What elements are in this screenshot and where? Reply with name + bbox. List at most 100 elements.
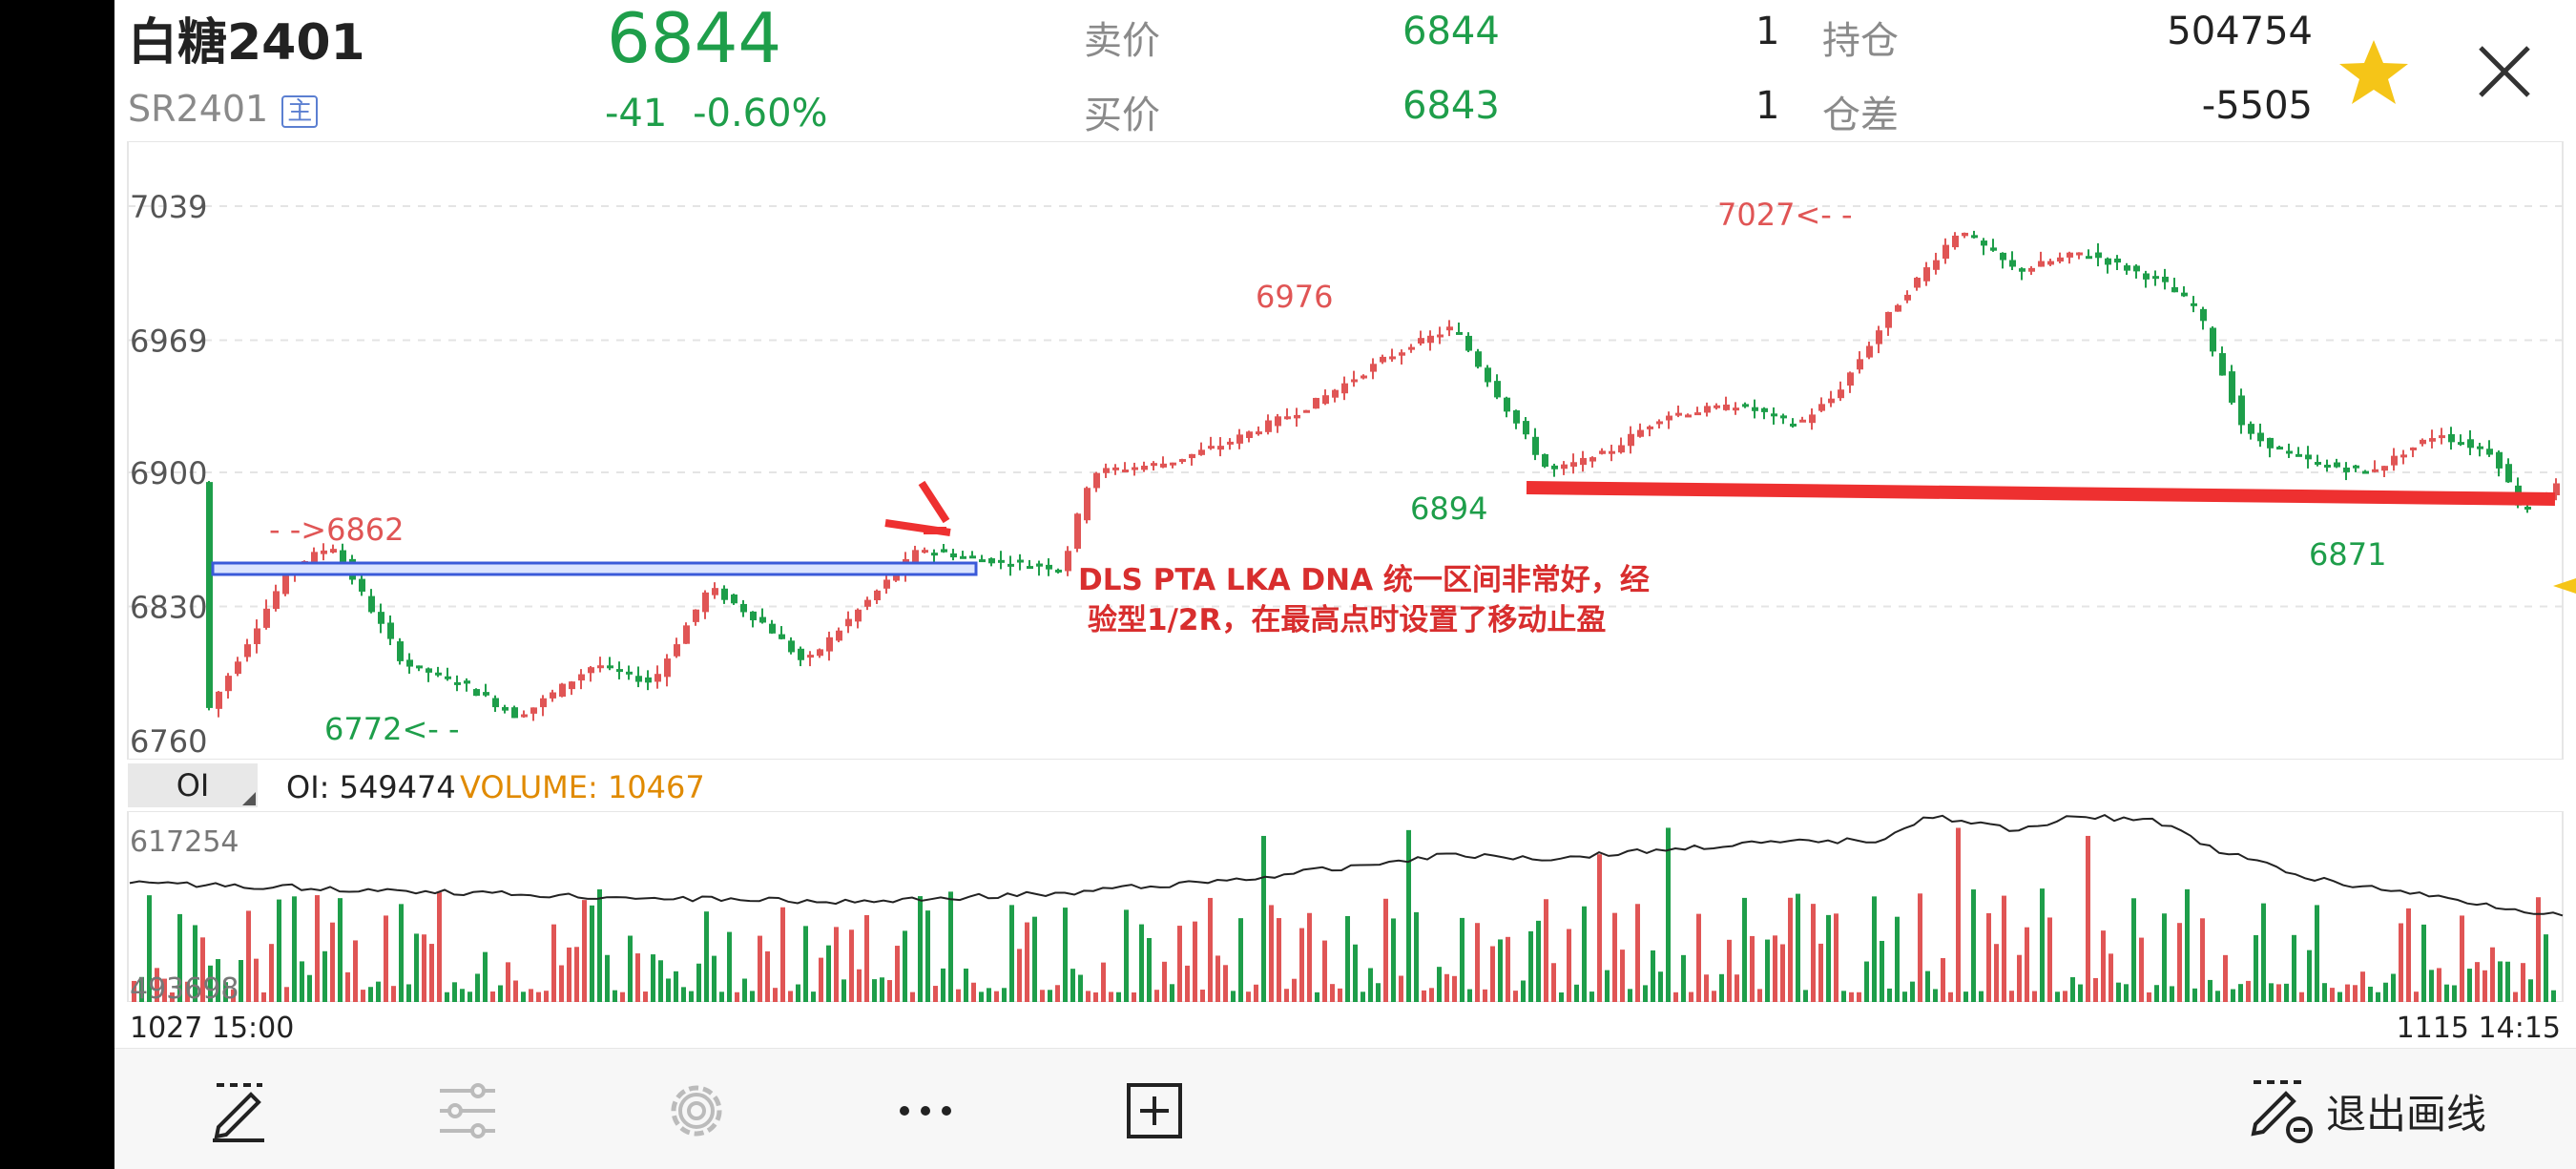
volume-bar [1376,983,1381,1002]
volume-bar [2467,969,2472,1002]
volume-bar [964,968,968,1002]
indicator-selector[interactable]: OI [128,763,258,807]
candle-body [1046,564,1052,570]
candle-body [1189,453,1195,459]
volume-bar [2147,992,2151,1002]
volume-bar [307,974,312,1002]
volume-bar [1994,944,1999,1002]
volume-bar [750,991,755,1002]
candle-body [368,595,375,613]
last-price: 6844 [607,0,782,78]
close-icon[interactable] [2471,38,2538,105]
candle-body [473,689,480,697]
volume-bar [1780,944,1785,1002]
candle-body [1217,446,1224,450]
candle-body [1666,415,1672,421]
volume-bar [1422,990,1426,1002]
volume-bar [490,992,495,1002]
candle-body [1580,457,1587,466]
candle-body [235,661,241,675]
volume-bar [681,987,686,1002]
price-chart[interactable]: 7039 6969 6900 6830 6760 6772<- - - ->6862 6… [114,141,2576,760]
volume-bar [1170,984,1174,1002]
volume-bar [2078,984,2083,1002]
volume-bar [1773,935,1777,1002]
candle-body [2267,437,2274,449]
volume-bar [1528,930,1533,1002]
volume-bar [1551,963,1556,1002]
candle-body [569,681,575,690]
volume-bar [1902,992,1907,1002]
candle-body [2400,454,2407,458]
volume-bar [910,992,915,1002]
annotation-line-2: 验型1/2R，在最高点时设置了移动止盈 [1088,603,1606,637]
volume-bar [1368,968,1373,1002]
volume-bar [2353,985,2358,1002]
volume-oi-chart[interactable]: 617254 493698 [114,811,2576,1002]
add-box-icon[interactable] [1111,1068,1197,1154]
gear-icon[interactable] [654,1068,739,1154]
mid-high-label: 6976 [1256,279,1333,315]
indicator-y-bottom: 493698 [130,972,239,1002]
volume-bar [368,987,373,1002]
candle-body [2000,252,2006,261]
volume-bar [2452,985,2457,1002]
candle-body [1265,420,1272,432]
exit-draw-button[interactable]: 退出画线 [2244,1068,2486,1154]
candle-body [826,637,833,652]
favorite-star-icon[interactable] [2336,34,2412,111]
volume-bar [437,892,442,1002]
price-y-tick: 6969 [130,324,207,360]
volume-bar [1460,917,1465,1002]
candle-body [635,676,642,682]
candle-body [1733,407,1739,411]
candle-body [1876,330,1882,344]
volume-bar [780,907,785,1002]
more-icon[interactable] [883,1068,968,1154]
volume-bar [277,899,281,1002]
candle-body [1923,267,1930,282]
candle-body [1942,244,1949,260]
candle-body [2305,454,2312,460]
volume-bar [200,937,205,1002]
pen-icon[interactable] [196,1068,281,1154]
volume-bar [155,968,159,1002]
candle-body [2229,371,2235,403]
volume-bar [1689,992,1693,1002]
time-axis-start: 1027 15:00 [130,1012,295,1045]
oi-indicator-text: OI: 549474 [286,769,456,805]
candle-body [969,555,976,559]
volume-bar [2200,918,2205,1002]
volume-bar [2101,930,2106,1002]
volume-bar [948,891,953,1002]
volume-bar [185,981,190,1002]
candle-body [1589,457,1596,462]
candle-body [1551,465,1558,470]
volume-bar [1933,989,1938,1002]
candle-body [769,623,776,634]
candle-body [1504,397,1510,412]
support-trendline[interactable] [1526,481,2556,506]
candle-body [1303,409,1310,413]
sliders-icon[interactable] [425,1068,510,1154]
candle-body [1599,450,1606,454]
volume-bar [2444,984,2449,1002]
candle-body [406,659,413,667]
candle-body [1990,247,1997,251]
volume-bar [1193,921,1197,1002]
volume-bar [887,980,892,1002]
candle-body [2057,257,2064,262]
volume-bar [941,968,945,1002]
candle-body [1341,383,1348,394]
candle-body [206,482,213,708]
candle-body [2238,395,2245,426]
volume-bar [1009,905,1014,1002]
range-box[interactable] [211,561,978,576]
candle-body [1542,453,1548,468]
candle-body [1322,395,1329,405]
candle-body [2343,467,2350,472]
volume-bar [1017,949,1022,1002]
volume-bar [353,940,358,1002]
volume-bar [2521,963,2525,1002]
price-y-tick: 6900 [130,455,207,491]
